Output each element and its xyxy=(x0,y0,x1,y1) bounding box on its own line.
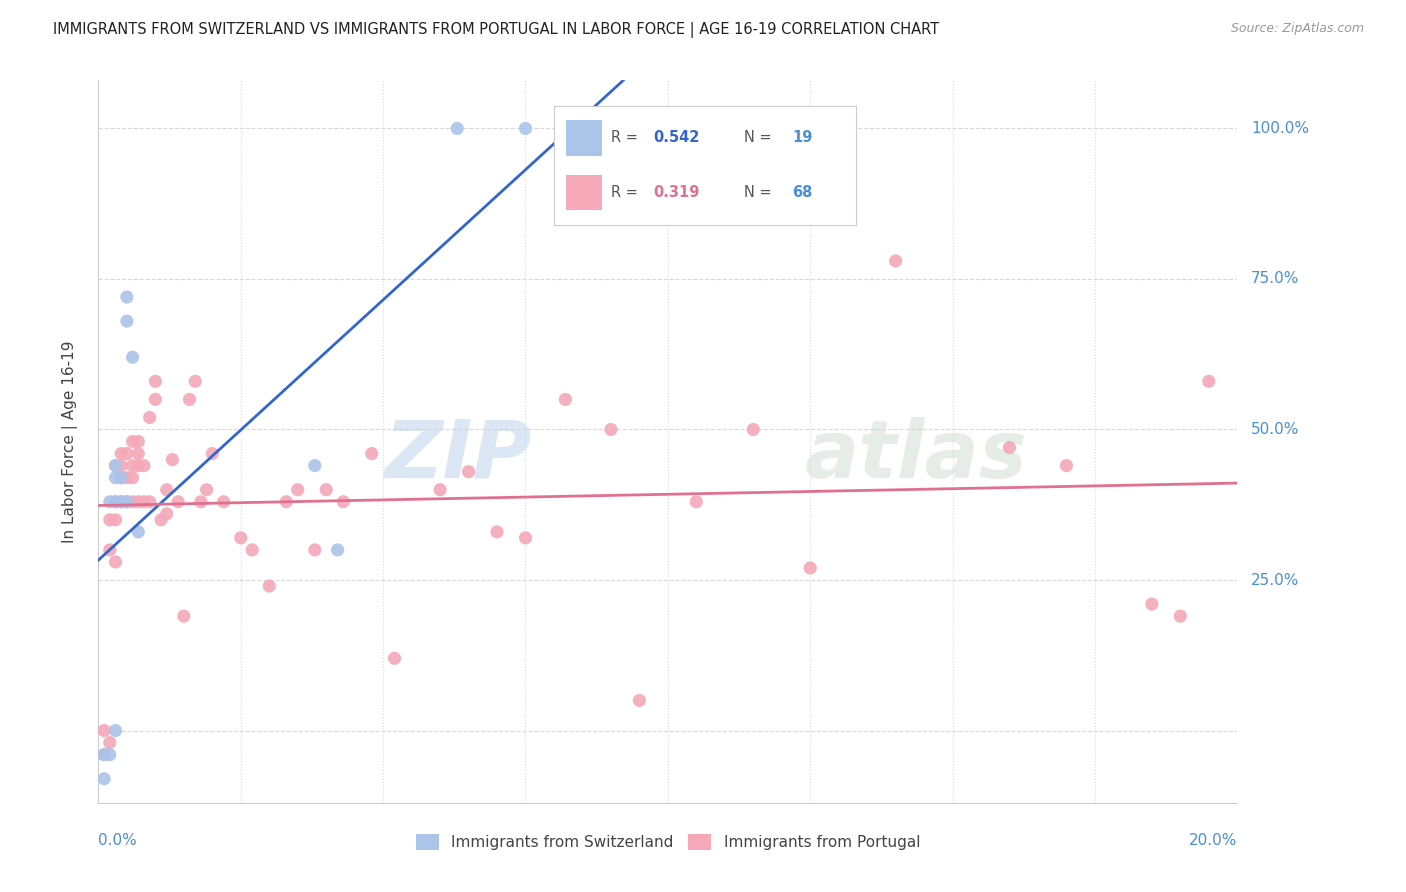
Point xyxy=(115,494,138,508)
Point xyxy=(115,494,138,508)
Point xyxy=(110,471,132,485)
Point xyxy=(195,483,218,497)
Point xyxy=(127,458,149,473)
Text: IMMIGRANTS FROM SWITZERLAND VS IMMIGRANTS FROM PORTUGAL IN LABOR FORCE | AGE 16-: IMMIGRANTS FROM SWITZERLAND VS IMMIGRANT… xyxy=(53,22,939,38)
Point xyxy=(190,494,212,508)
Point xyxy=(98,542,121,557)
Point xyxy=(326,542,349,557)
Point xyxy=(515,121,537,136)
Point xyxy=(104,458,127,473)
Point xyxy=(229,531,252,545)
Point xyxy=(93,747,115,762)
Point xyxy=(287,483,309,497)
Point xyxy=(110,458,132,473)
Point xyxy=(360,446,382,460)
Point xyxy=(742,423,765,437)
Point xyxy=(457,465,479,479)
Legend: Immigrants from Switzerland, Immigrants from Portugal: Immigrants from Switzerland, Immigrants … xyxy=(409,829,927,856)
Point xyxy=(104,555,127,569)
Point xyxy=(93,772,115,786)
Text: 100.0%: 100.0% xyxy=(1251,121,1309,136)
Point xyxy=(179,392,201,407)
Point xyxy=(104,471,127,485)
Point xyxy=(799,561,821,575)
Text: 50.0%: 50.0% xyxy=(1251,422,1299,437)
Point xyxy=(315,483,337,497)
Point xyxy=(127,494,149,508)
Point xyxy=(486,524,509,539)
Text: 25.0%: 25.0% xyxy=(1251,573,1299,588)
Point xyxy=(110,471,132,485)
Point xyxy=(121,434,143,449)
Point xyxy=(998,441,1021,455)
Point xyxy=(276,494,298,508)
Point xyxy=(384,651,406,665)
Point xyxy=(104,494,127,508)
Point xyxy=(1198,375,1220,389)
Point xyxy=(162,452,184,467)
Text: atlas: atlas xyxy=(804,417,1028,495)
Point xyxy=(121,350,143,364)
Point xyxy=(104,458,127,473)
Point xyxy=(98,513,121,527)
Point xyxy=(127,446,149,460)
Point xyxy=(446,121,468,136)
Point xyxy=(884,253,907,268)
Point xyxy=(1170,609,1192,624)
Point xyxy=(104,513,127,527)
Point xyxy=(121,458,143,473)
Text: ZIP: ZIP xyxy=(384,417,531,495)
Point xyxy=(1056,458,1078,473)
Point xyxy=(173,609,195,624)
Point xyxy=(98,494,121,508)
Point xyxy=(121,494,143,508)
Point xyxy=(304,458,326,473)
Point xyxy=(132,494,155,508)
Point xyxy=(110,446,132,460)
Text: Source: ZipAtlas.com: Source: ZipAtlas.com xyxy=(1230,22,1364,36)
Point xyxy=(98,747,121,762)
Point xyxy=(156,483,179,497)
Point xyxy=(115,314,138,328)
Point xyxy=(685,494,707,508)
Point xyxy=(132,458,155,473)
Point xyxy=(184,375,207,389)
Point xyxy=(240,542,263,557)
Point xyxy=(115,446,138,460)
Point xyxy=(515,531,537,545)
Point xyxy=(145,375,167,389)
Text: 0.0%: 0.0% xyxy=(98,833,138,848)
Point xyxy=(554,392,576,407)
Text: 75.0%: 75.0% xyxy=(1251,271,1299,286)
Point xyxy=(115,290,138,304)
Point xyxy=(115,471,138,485)
Point xyxy=(110,494,132,508)
Point xyxy=(150,513,173,527)
Point xyxy=(127,434,149,449)
Point xyxy=(138,494,160,508)
Point xyxy=(138,410,160,425)
Point xyxy=(304,542,326,557)
Point xyxy=(201,446,224,460)
Text: 20.0%: 20.0% xyxy=(1189,833,1237,848)
Point xyxy=(212,494,235,508)
Point xyxy=(145,392,167,407)
Point xyxy=(104,723,127,738)
Point xyxy=(93,747,115,762)
Point xyxy=(628,693,651,707)
Point xyxy=(167,494,190,508)
Point xyxy=(429,483,451,497)
Point xyxy=(600,423,623,437)
Point xyxy=(259,579,281,593)
Point xyxy=(110,494,132,508)
Point xyxy=(98,735,121,749)
Y-axis label: In Labor Force | Age 16-19: In Labor Force | Age 16-19 xyxy=(62,340,77,543)
Point xyxy=(93,723,115,738)
Point xyxy=(121,471,143,485)
Point xyxy=(156,507,179,521)
Point xyxy=(104,494,127,508)
Point xyxy=(332,494,354,508)
Point xyxy=(127,524,149,539)
Point xyxy=(1140,597,1163,611)
